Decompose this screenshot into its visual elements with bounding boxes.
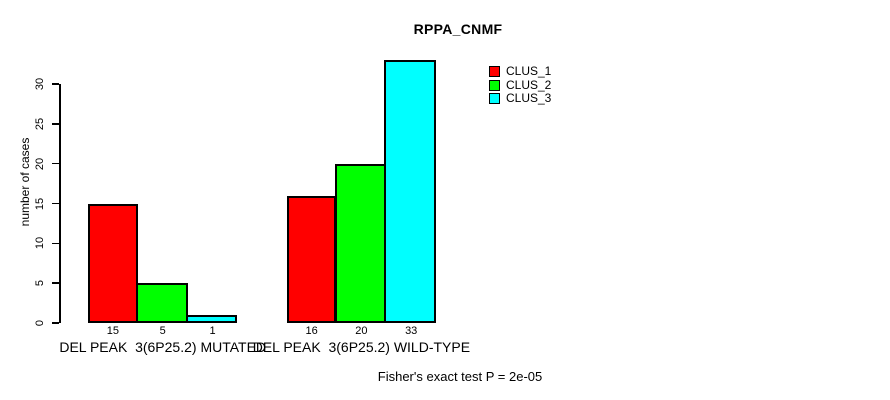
legend-swatch: [489, 93, 500, 105]
y-tick-mark: [52, 123, 59, 125]
y-tick-mark: [52, 242, 59, 245]
y-tick-mark: [52, 202, 59, 205]
bar-value-label: 5: [159, 325, 166, 337]
y-tick-label: 5: [34, 280, 46, 287]
bar-value-label: 1: [209, 325, 216, 337]
legend-item: CLUS_2: [489, 77, 552, 92]
bar-value-label: 16: [305, 325, 318, 337]
y-tick-label: 0: [34, 319, 46, 327]
bar-clus_1-group2: [286, 195, 337, 323]
legend-label: CLUS_3: [506, 91, 552, 106]
bar-value-label: 15: [106, 325, 120, 337]
bar-clus_1-group1: [88, 203, 138, 323]
bar-value-label: 33: [405, 325, 418, 337]
chart-title: RPPA_CNMF: [413, 21, 503, 37]
y-tick-label: 30: [34, 77, 46, 91]
bar-clus_2-group1: [135, 283, 188, 323]
bar-value-label: 20: [355, 325, 368, 337]
y-tick-label: 25: [34, 117, 46, 130]
legend-label: CLUS_1: [506, 64, 552, 78]
bar-clus_3-group1: [185, 315, 238, 323]
bar-clus_2-group2: [334, 163, 387, 323]
y-tick-mark: [52, 83, 59, 85]
stat-annotation: Fisher's exact test P = 2e-05: [377, 369, 543, 384]
x-category-label: DEL PEAK 3(6P25.2) MUTATED: [59, 339, 267, 355]
legend-swatch: [489, 66, 500, 77]
y-tick-mark: [52, 162, 59, 165]
y-axis-line: [59, 84, 61, 323]
y-tick-mark: [52, 282, 59, 284]
y-tick-label: 10: [34, 237, 46, 250]
legend-swatch: [489, 79, 500, 91]
x-category-label: DEL PEAK 3(6P25.2) WILD-TYPE: [252, 339, 471, 355]
y-tick-mark: [52, 322, 59, 324]
y-tick-label: 15: [34, 197, 46, 210]
legend: CLUS_1 CLUS_2 CLUS_3: [489, 64, 552, 107]
y-tick-label: 20: [34, 157, 46, 170]
legend-item: CLUS_3: [489, 91, 552, 106]
legend-item: CLUS_1: [489, 64, 552, 78]
y-axis-label: number of cases: [18, 137, 32, 227]
bar-clus_3-group2: [384, 60, 437, 323]
legend-label: CLUS_2: [506, 77, 552, 92]
